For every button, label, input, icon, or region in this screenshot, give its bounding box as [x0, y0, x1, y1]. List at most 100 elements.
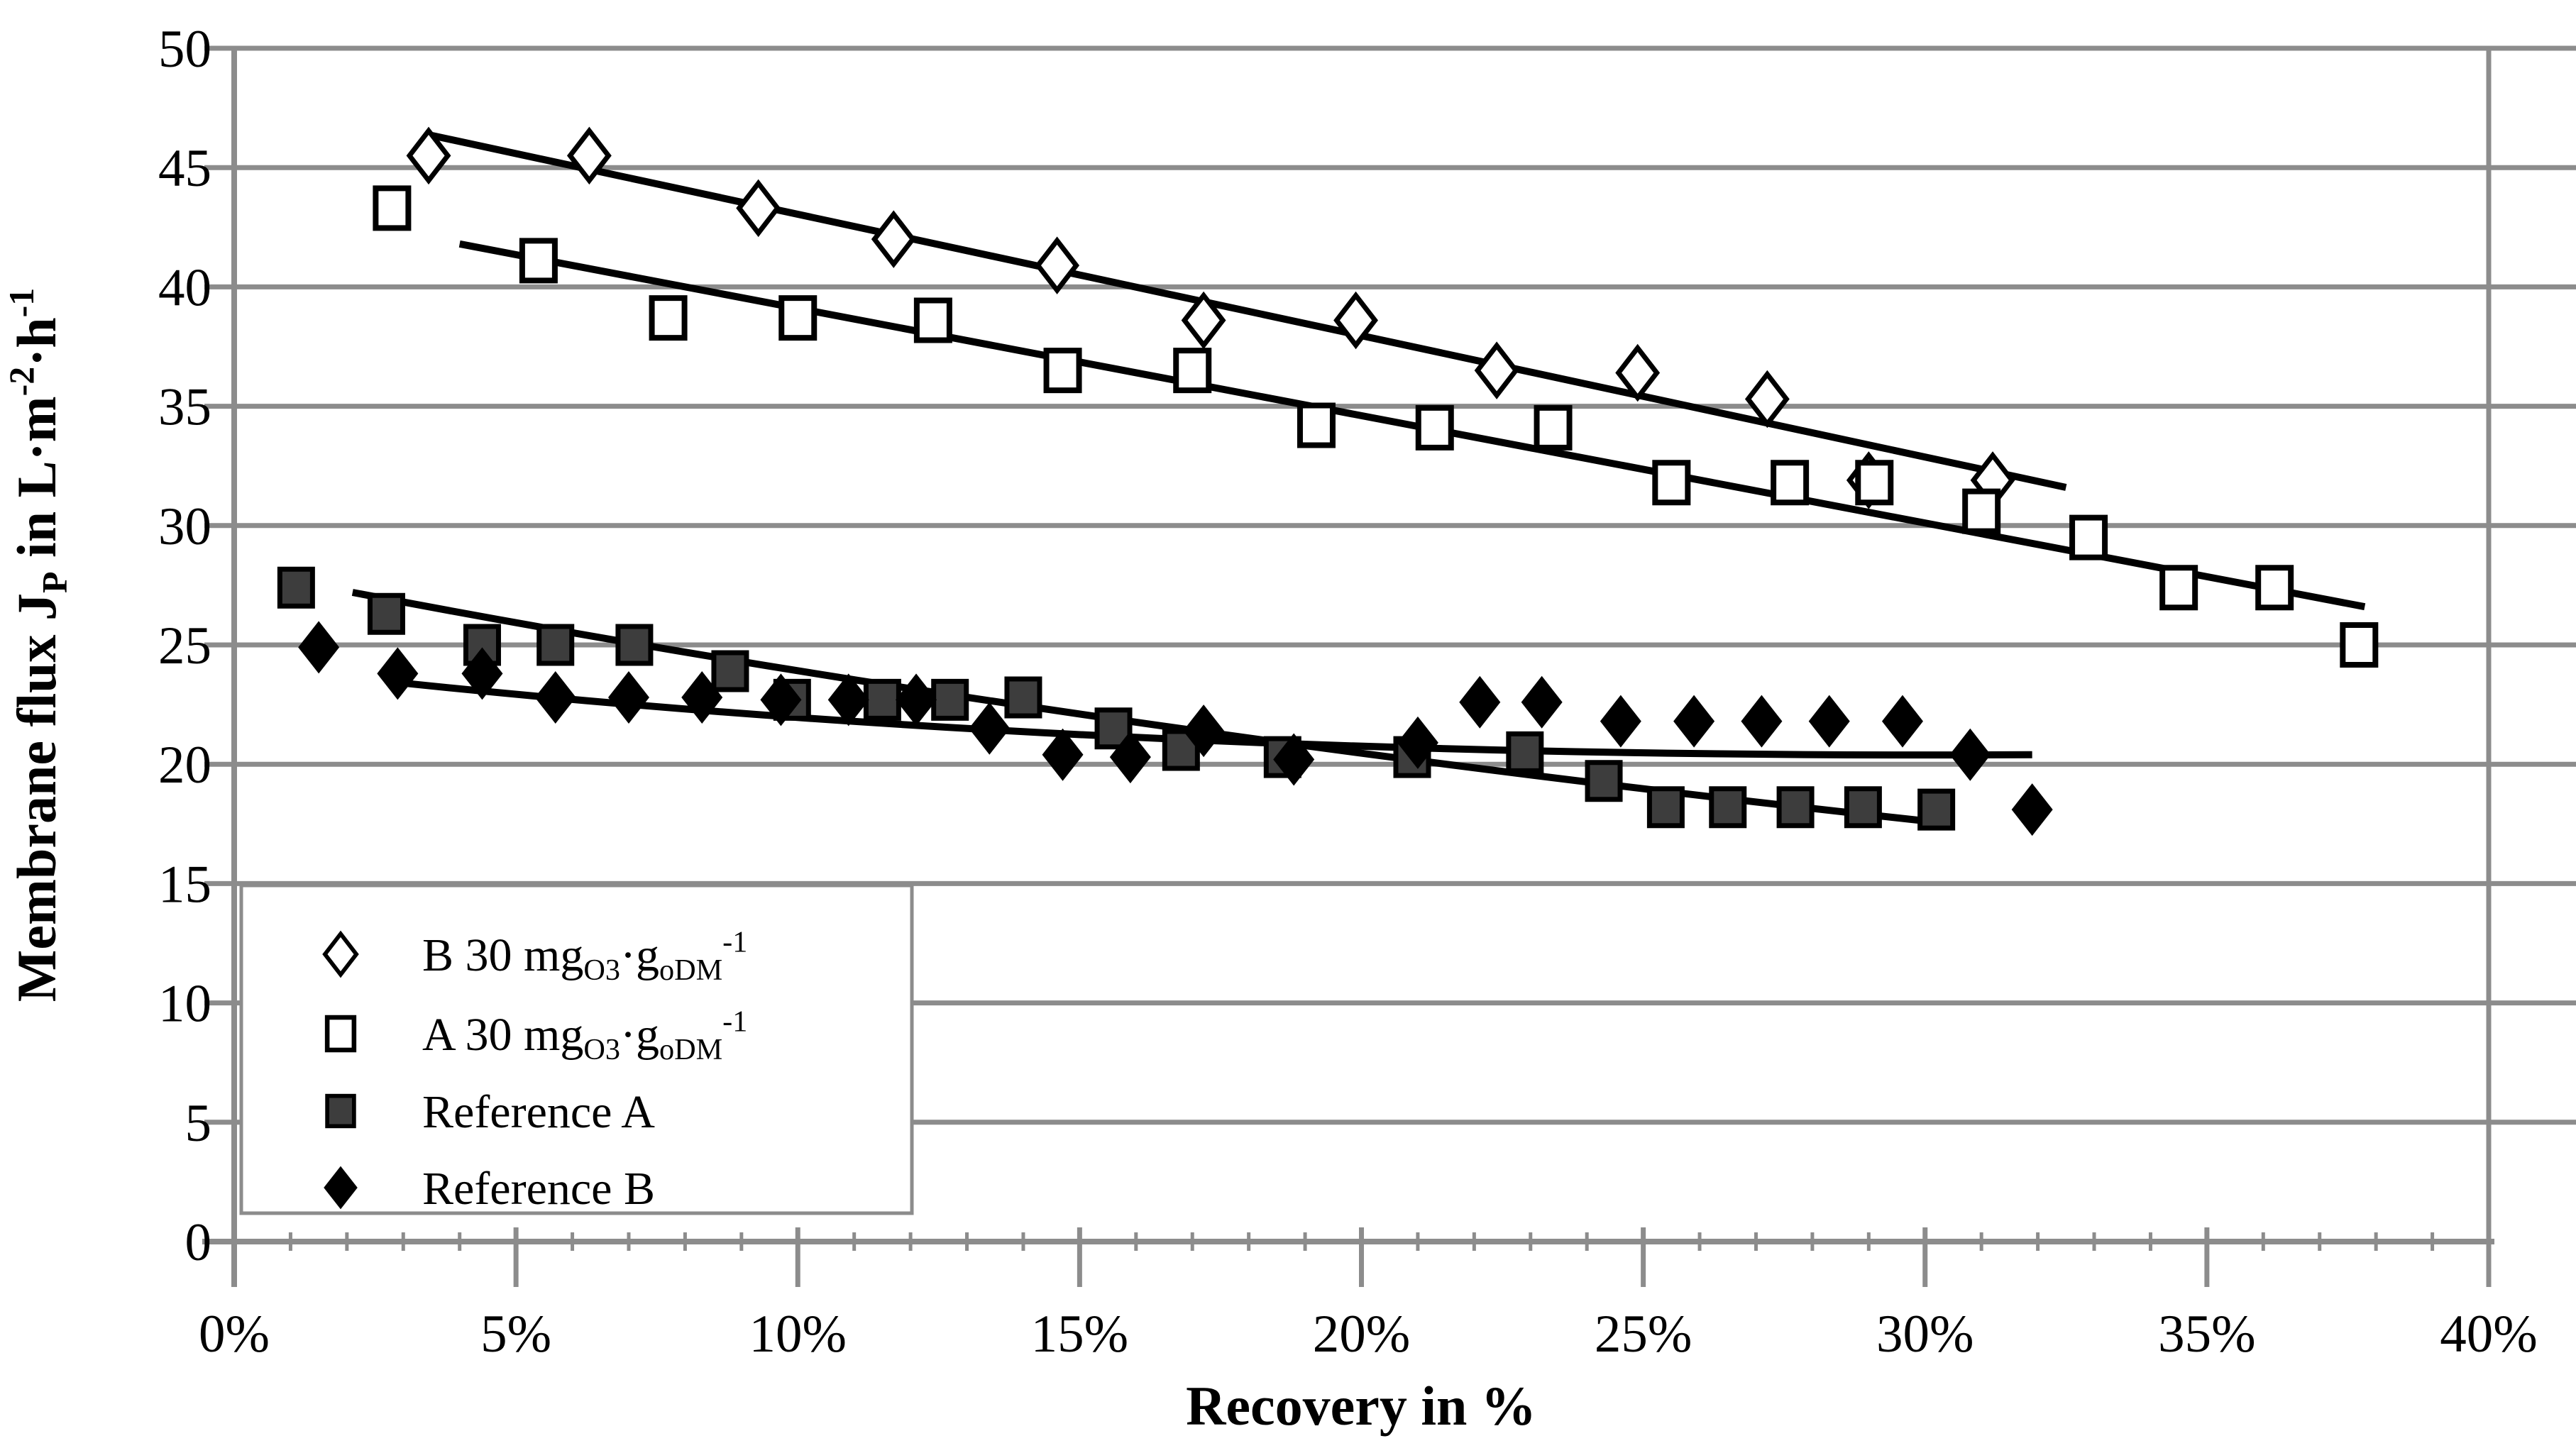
- data-point-open-square: [373, 185, 412, 231]
- data-point-filled-diamond: [298, 621, 340, 674]
- data-point-filled-diamond: [1397, 716, 1438, 769]
- trend-lines: [351, 131, 2366, 825]
- data-point-filled-square: [277, 566, 315, 609]
- data-point-open-square: [1415, 404, 1454, 451]
- legend-item-label: Reference A: [422, 1086, 655, 1138]
- data-point-filled-diamond: [1183, 705, 1225, 758]
- data-point-filled-diamond: [760, 673, 802, 726]
- data-point-open-diamond: [322, 930, 359, 978]
- trend-curve-reference-b: [402, 679, 2032, 759]
- y-tick-label: 20: [158, 736, 211, 795]
- data-point-filled-diamond: [1881, 695, 1923, 748]
- data-point-filled-diamond: [827, 673, 869, 726]
- legend-item-label: Reference B: [422, 1163, 655, 1215]
- data-point-filled-diamond: [377, 647, 419, 700]
- data-point-open-diamond: [406, 126, 451, 185]
- x-tick-label: 5%: [480, 1305, 551, 1364]
- data-point-filled-square: [711, 650, 749, 692]
- y-tick-label: 25: [158, 617, 211, 675]
- y-tick-label: 40: [158, 258, 211, 317]
- y-tick-label: 15: [158, 855, 211, 914]
- data-point-filled-diamond: [1459, 675, 1501, 729]
- data-point-filled-square: [1844, 786, 1882, 829]
- tick-labels: 0% 5% 10% 15% 20% 25% 30% 35% 40% 0 5 10 15 20 25 30 35 4…: [158, 20, 2538, 1364]
- y-tick-label: 45: [158, 139, 211, 198]
- legend-item-label: B 30 mgO3·goDM-1: [422, 926, 747, 988]
- data-point-open-diamond: [1035, 236, 1080, 294]
- data-point-filled-square: [1646, 786, 1685, 829]
- data-point-open-square: [1771, 460, 1810, 506]
- data-point-filled-diamond: [1741, 695, 1783, 748]
- data-point-filled-diamond: [1521, 675, 1563, 729]
- trend-line-b-30-mgo3-godm-1: [424, 131, 2067, 491]
- y-tick-label: 10: [158, 975, 211, 1034]
- data-point-filled-diamond: [1273, 733, 1315, 786]
- data-point-open-square: [1297, 402, 1336, 448]
- data-point-filled-diamond: [1808, 695, 1850, 748]
- data-point-open-diamond: [1181, 291, 1226, 350]
- data-point-filled-diamond: [1600, 695, 1641, 748]
- series-reference-b: [298, 621, 2053, 836]
- data-point-open-square: [519, 238, 558, 284]
- x-tick-label: 15%: [1031, 1305, 1128, 1364]
- y-tick-label: 5: [185, 1094, 212, 1153]
- data-point-filled-square: [1506, 731, 1544, 773]
- data-point-open-square: [1534, 404, 1573, 451]
- legend-item-label: A 30 mgO3·goDM-1: [422, 1005, 747, 1067]
- data-point-open-square: [2255, 565, 2294, 611]
- data-point-filled-diamond: [324, 1166, 358, 1210]
- data-point-open-diamond: [1615, 343, 1661, 402]
- data-point-open-diamond: [566, 126, 612, 185]
- data-point-open-diamond: [1474, 341, 1519, 399]
- data-point-open-diamond: [1744, 370, 1790, 429]
- data-point-open-diamond: [736, 179, 781, 238]
- data-point-filled-square: [325, 1093, 356, 1129]
- data-point-open-square: [324, 1015, 357, 1053]
- data-point-open-square: [1043, 348, 1082, 394]
- legend-item: A 30 mgO3·goDM-1: [324, 1005, 747, 1067]
- y-tick-label: 0: [185, 1213, 212, 1272]
- y-tick-label: 35: [158, 378, 211, 437]
- data-point-filled-square: [615, 624, 654, 666]
- data-point-filled-diamond: [896, 673, 937, 726]
- data-point-open-square: [2159, 565, 2198, 611]
- legend: B 30 mgO3·goDM-1 A 30 mgO3·goDM-1 Referenc…: [239, 883, 914, 1215]
- data-point-filled-square: [367, 592, 405, 635]
- x-tick-label: 0%: [199, 1305, 270, 1364]
- data-point-filled-square: [1917, 788, 1956, 831]
- data-point-filled-diamond: [969, 702, 1011, 755]
- data-point-filled-diamond: [1949, 728, 1991, 781]
- data-point-filled-diamond: [1042, 728, 1084, 781]
- x-tick-label: 20%: [1313, 1305, 1410, 1364]
- y-tick-label: 50: [158, 20, 211, 79]
- data-point-filled-square: [1004, 676, 1042, 719]
- x-tick-label: 35%: [2158, 1305, 2255, 1364]
- data-point-filled-diamond: [461, 647, 503, 700]
- y-axis-title: Membrane flux JP in L·m-2·h-1: [2, 288, 75, 1002]
- x-axis-title: Recovery in %: [1186, 1375, 1536, 1437]
- data-point-open-square: [1962, 488, 2001, 534]
- data-point-filled-diamond: [1673, 695, 1715, 748]
- data-point-filled-square: [1585, 760, 1623, 802]
- ticks: [204, 45, 2492, 1287]
- legend-item: Reference B: [324, 1163, 655, 1215]
- legend-item: B 30 mgO3·goDM-1: [322, 926, 747, 988]
- x-tick-label: 25%: [1595, 1305, 1692, 1364]
- data-point-filled-square: [536, 624, 575, 666]
- axes: [202, 48, 2494, 1287]
- x-tick-label: 10%: [749, 1305, 847, 1364]
- data-point-open-square: [778, 295, 818, 341]
- data-point-open-square: [2069, 514, 2108, 560]
- data-point-open-square: [2340, 622, 2379, 668]
- data-point-filled-square: [931, 678, 969, 721]
- x-tick-label: 30%: [1876, 1305, 1974, 1364]
- data-point-filled-square: [1709, 786, 1747, 829]
- trend-line-a-30-mgo3-godm-1: [458, 240, 2366, 611]
- data-point-filled-diamond: [607, 671, 649, 724]
- data-point-open-diamond: [1333, 291, 1378, 350]
- data-point-filled-diamond: [1109, 731, 1151, 784]
- data-point-filled-square: [863, 678, 901, 721]
- data-point-open-square: [1855, 460, 1894, 506]
- data-point-filled-diamond: [2011, 783, 2053, 836]
